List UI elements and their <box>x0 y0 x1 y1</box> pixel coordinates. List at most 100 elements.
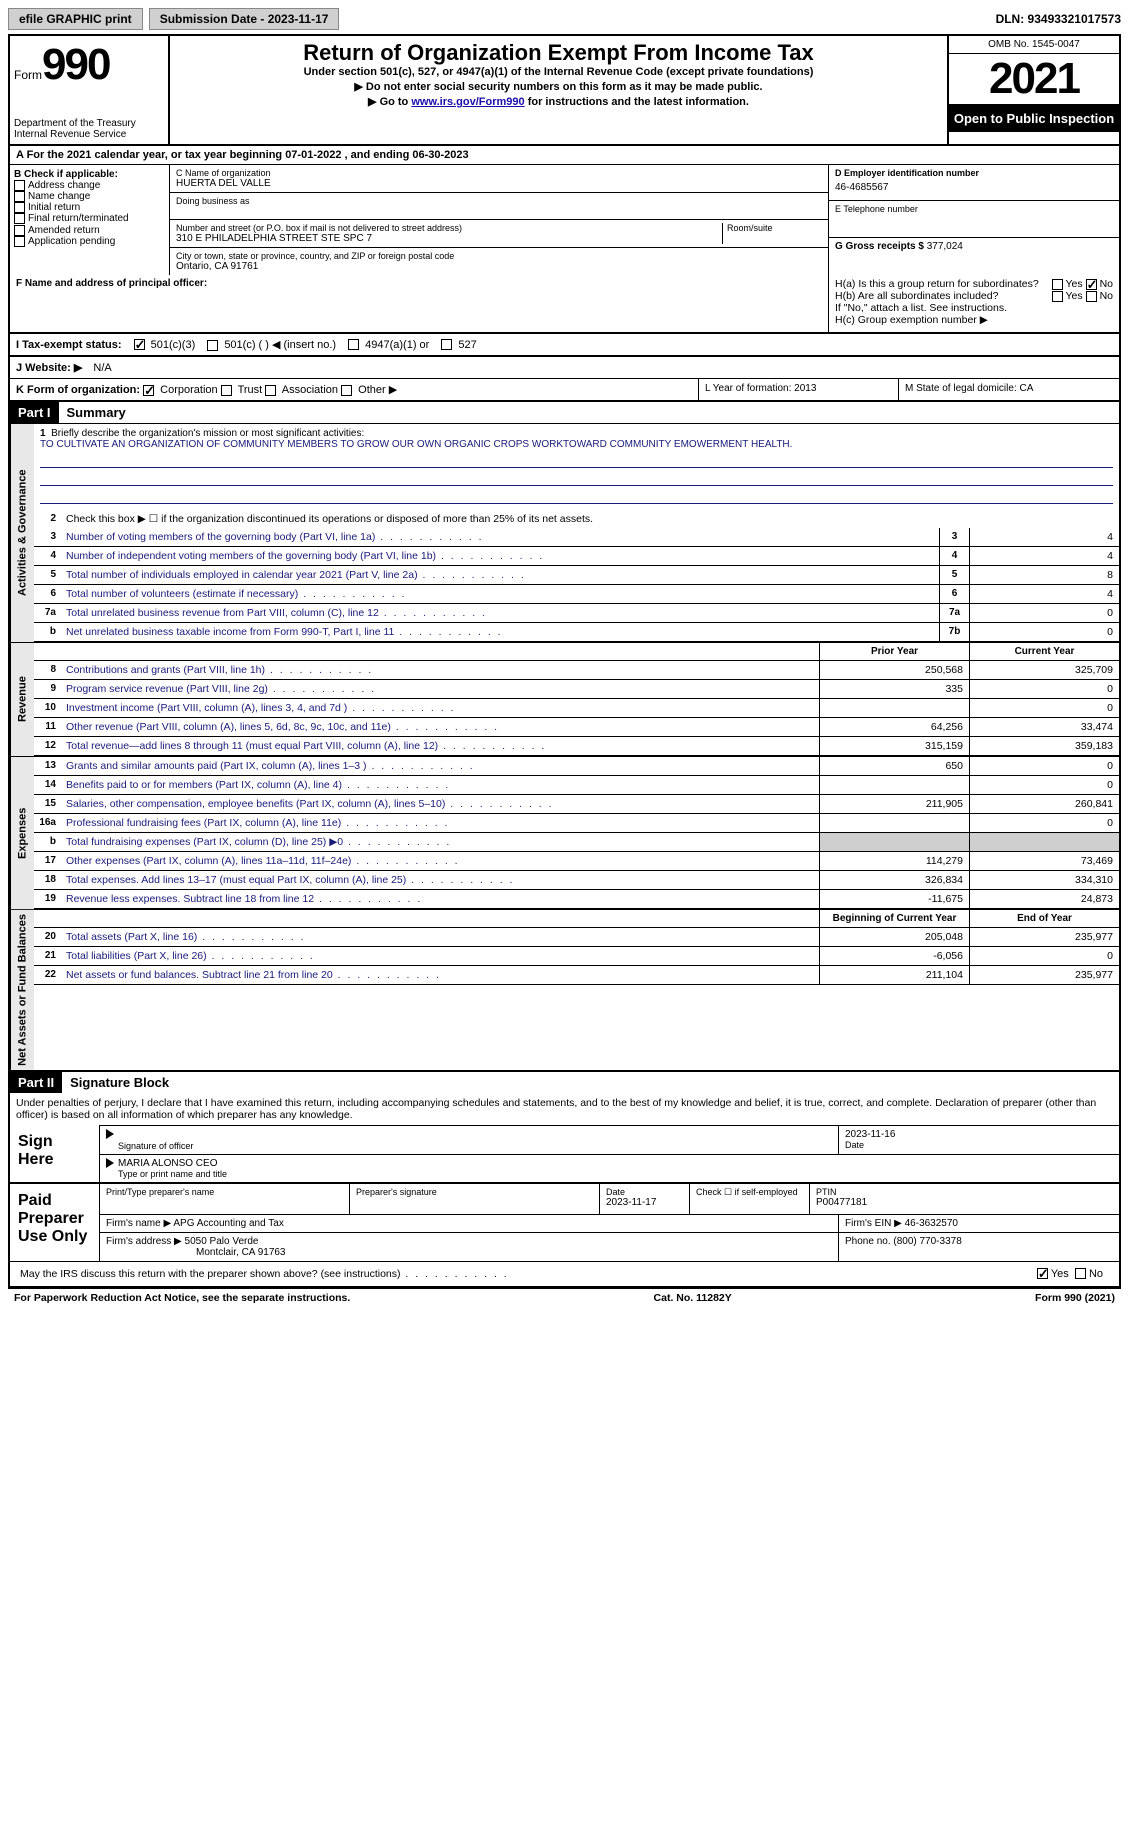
phone-label: E Telephone number <box>835 204 1113 214</box>
check-final-return[interactable]: Final return/terminated <box>14 213 165 224</box>
form-title: Return of Organization Exempt From Incom… <box>174 40 943 66</box>
check-initial-return[interactable]: Initial return <box>14 202 165 213</box>
ha-label: H(a) Is this a group return for subordin… <box>835 278 1039 290</box>
table-row: 14Benefits paid to or for members (Part … <box>34 776 1119 795</box>
efile-print-button[interactable]: efile GRAPHIC print <box>8 8 143 30</box>
firm-ein: 46-3632570 <box>905 1218 958 1229</box>
form-word: Form <box>14 68 42 82</box>
expenses-section: Expenses 13Grants and similar amounts pa… <box>8 756 1121 909</box>
mission-text: TO CULTIVATE AN ORGANIZATION OF COMMUNIT… <box>40 439 1113 450</box>
page: efile GRAPHIC print Submission Date - 20… <box>0 0 1129 1315</box>
tax-year: 2021 <box>949 54 1119 105</box>
cat-no: Cat. No. 11282Y <box>654 1292 732 1304</box>
street-label: Number and street (or P.O. box if mail i… <box>176 223 722 233</box>
discuss-yes[interactable] <box>1037 1268 1048 1279</box>
side-activities: Activities & Governance <box>10 424 34 642</box>
table-row: 12Total revenue—add lines 8 through 11 (… <box>34 737 1119 756</box>
check-amended-return[interactable]: Amended return <box>14 225 165 236</box>
state-domicile: CA <box>1020 383 1034 394</box>
city-value: Ontario, CA 91761 <box>176 261 822 272</box>
table-row: 5Total number of individuals employed in… <box>34 566 1119 585</box>
ptin-label: PTIN <box>816 1187 1113 1197</box>
date-label: Date <box>845 1140 1113 1150</box>
check-501c[interactable] <box>207 340 218 351</box>
check-501c3[interactable] <box>134 339 145 350</box>
website-label: J Website: ▶ <box>16 362 82 374</box>
table-row: 9Program service revenue (Part VIII, lin… <box>34 680 1119 699</box>
table-row: 10Investment income (Part VIII, column (… <box>34 699 1119 718</box>
box-b: B Check if applicable: Address change Na… <box>10 165 170 275</box>
form-org-label: K Form of organization: <box>16 384 140 396</box>
ha-yes[interactable] <box>1052 279 1063 290</box>
city-label: City or town, state or province, country… <box>176 251 822 261</box>
paid-prep-label: Paid Preparer Use Only <box>10 1184 100 1261</box>
dba-label: Doing business as <box>176 196 822 206</box>
part2-header: Part II <box>10 1072 62 1093</box>
ein-label: D Employer identification number <box>835 168 1113 178</box>
dln-text: DLN: 93493321017573 <box>996 12 1121 26</box>
form-ref: Form 990 (2021) <box>1035 1292 1115 1304</box>
mission-block: 1 Briefly describe the organization's mi… <box>34 424 1119 510</box>
website-value: N/A <box>93 362 111 374</box>
col-end: End of Year <box>969 910 1119 927</box>
submission-date-button[interactable]: Submission Date - 2023-11-17 <box>149 8 340 30</box>
state-domicile-label: M State of legal domicile: <box>905 383 1020 394</box>
col-current: Current Year <box>969 643 1119 660</box>
type-name-label: Type or print name and title <box>118 1169 1113 1179</box>
hb-yes[interactable] <box>1052 291 1063 302</box>
line2: Check this box ▶ ☐ if the organization d… <box>62 510 1119 528</box>
firm-name: APG Accounting and Tax <box>173 1218 283 1229</box>
hb-no[interactable] <box>1086 291 1097 302</box>
check-corp[interactable] <box>143 385 154 396</box>
form-header: Form 990 Department of the Treasury Inte… <box>8 34 1121 146</box>
header-right: OMB No. 1545-0047 2021 Open to Public In… <box>949 36 1119 144</box>
discuss-no[interactable] <box>1075 1268 1086 1279</box>
firm-addr-label: Firm's address ▶ <box>106 1236 185 1247</box>
irs-link[interactable]: www.irs.gov/Form990 <box>411 96 524 108</box>
revenue-section: Revenue Prior YearCurrent Year 8Contribu… <box>8 642 1121 756</box>
ptin-value: P00477181 <box>816 1197 1113 1208</box>
part1-header: Part I <box>10 402 59 423</box>
side-expenses: Expenses <box>10 757 34 909</box>
table-row: 15Salaries, other compensation, employee… <box>34 795 1119 814</box>
check-4947[interactable] <box>348 339 359 350</box>
check-trust[interactable] <box>221 385 232 396</box>
line1-label: Briefly describe the organization's miss… <box>51 428 364 439</box>
org-name: HUERTA DEL VALLE <box>176 178 822 189</box>
form-subtitle: Under section 501(c), 527, or 4947(a)(1)… <box>174 66 943 78</box>
check-other[interactable] <box>341 385 352 396</box>
tax-period: A For the 2021 calendar year, or tax yea… <box>8 146 1121 165</box>
check-name-change[interactable]: Name change <box>14 191 165 202</box>
status-label: I Tax-exempt status: <box>16 339 122 351</box>
table-row: 13Grants and similar amounts paid (Part … <box>34 757 1119 776</box>
header-mid: Return of Organization Exempt From Incom… <box>170 36 949 144</box>
table-row: 22Net assets or fund balances. Subtract … <box>34 966 1119 985</box>
discuss-label: May the IRS discuss this return with the… <box>16 1265 1027 1283</box>
ein-value: 46-4685567 <box>835 178 1113 197</box>
check-assoc[interactable] <box>265 385 276 396</box>
firm-addr1: 5050 Palo Verde <box>185 1236 259 1247</box>
check-527[interactable] <box>441 339 452 350</box>
prep-sig-label: Preparer's signature <box>356 1187 593 1197</box>
form-number: 990 <box>42 40 109 90</box>
org-name-label: C Name of organization <box>176 168 822 178</box>
table-row: 6Total number of volunteers (estimate if… <box>34 585 1119 604</box>
dept-text: Department of the Treasury Internal Reve… <box>14 118 164 140</box>
table-row: 20Total assets (Part X, line 16)205,0482… <box>34 928 1119 947</box>
footer: For Paperwork Reduction Act Notice, see … <box>8 1288 1121 1307</box>
print-name-label: Print/Type preparer's name <box>106 1187 343 1197</box>
sig-officer-label: Signature of officer <box>118 1141 832 1151</box>
table-row: 17Other expenses (Part IX, column (A), l… <box>34 852 1119 871</box>
check-self[interactable]: Check ☐ if self-employed <box>696 1187 803 1198</box>
check-address-change[interactable]: Address change <box>14 180 165 191</box>
ha-no[interactable] <box>1086 279 1097 290</box>
gross-label: G Gross receipts $ <box>835 241 927 252</box>
box-h: H(a) Is this a group return for subordin… <box>829 275 1119 332</box>
year-formation-label: L Year of formation: <box>705 383 794 394</box>
firm-phone-label: Phone no. <box>845 1236 893 1247</box>
street-value: 310 E PHILADELPHIA STREET STE SPC 7 <box>176 233 722 244</box>
inspection-notice: Open to Public Inspection <box>949 105 1119 132</box>
check-app-pending[interactable]: Application pending <box>14 236 165 247</box>
table-row: 8Contributions and grants (Part VIII, li… <box>34 661 1119 680</box>
pra-notice: For Paperwork Reduction Act Notice, see … <box>14 1292 350 1304</box>
